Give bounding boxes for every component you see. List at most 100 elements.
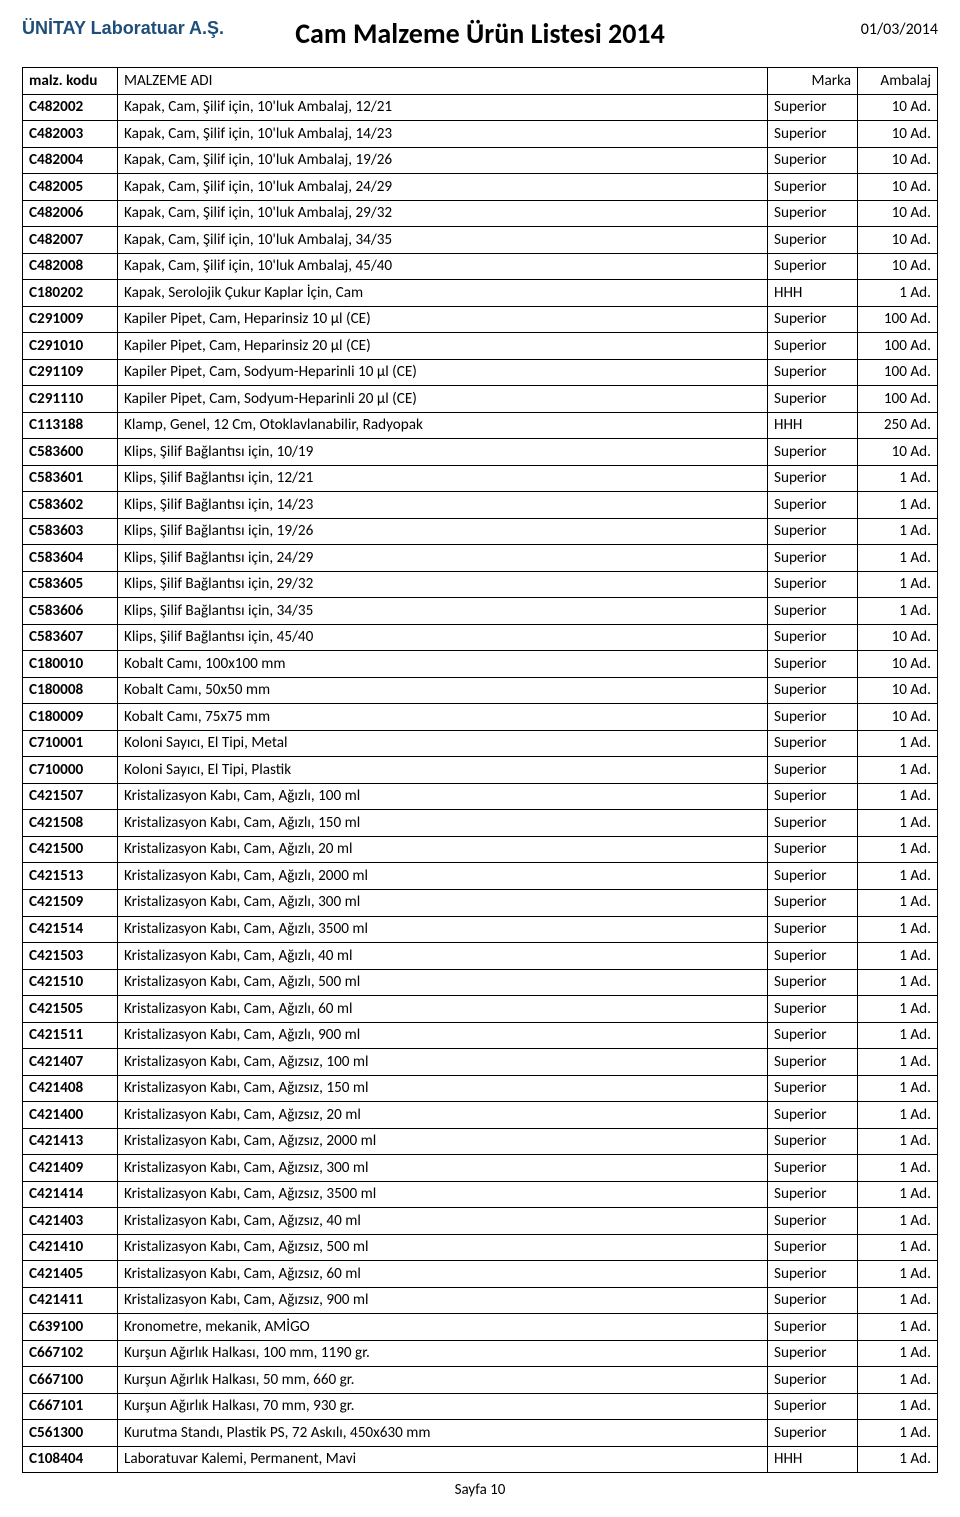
- cell-code: C421414: [23, 1181, 118, 1208]
- cell-name: Klips, Şilif Bağlantısı için, 14/23: [118, 492, 768, 519]
- cell-pack: 1 Ad.: [858, 1420, 938, 1447]
- table-row: C291109Kapiler Pipet, Cam, Sodyum-Hepari…: [23, 359, 938, 386]
- col-header-brand: Marka: [768, 68, 858, 95]
- cell-code: C421400: [23, 1102, 118, 1129]
- cell-name: Kapak, Cam, Şilif için, 10'luk Ambalaj, …: [118, 253, 768, 280]
- table-row: C421514Kristalizasyon Kabı, Cam, Ağızlı,…: [23, 916, 938, 943]
- cell-pack: 10 Ad.: [858, 253, 938, 280]
- table-row: C583601Klips, Şilif Bağlantısı için, 12/…: [23, 465, 938, 492]
- cell-pack: 1 Ad.: [858, 1128, 938, 1155]
- table-row: C180202Kapak, Serolojik Çukur Kaplar İçi…: [23, 280, 938, 307]
- table-row: C421414Kristalizasyon Kabı, Cam, Ağızsız…: [23, 1181, 938, 1208]
- cell-code: C561300: [23, 1420, 118, 1447]
- cell-name: Klips, Şilif Bağlantısı için, 19/26: [118, 518, 768, 545]
- cell-code: C583604: [23, 545, 118, 572]
- cell-brand: Superior: [768, 1261, 858, 1288]
- table-row: C421413Kristalizasyon Kabı, Cam, Ağızsız…: [23, 1128, 938, 1155]
- cell-pack: 1 Ad.: [858, 1287, 938, 1314]
- cell-code: C482002: [23, 94, 118, 121]
- cell-name: Kapiler Pipet, Cam, Sodyum-Heparinli 20 …: [118, 386, 768, 413]
- cell-pack: 1 Ad.: [858, 598, 938, 625]
- cell-pack: 1 Ad.: [858, 1340, 938, 1367]
- cell-pack: 1 Ad.: [858, 492, 938, 519]
- cell-brand: Superior: [768, 227, 858, 254]
- cell-pack: 100 Ad.: [858, 333, 938, 360]
- page-footer: Sayfa 10: [22, 1481, 938, 1499]
- table-row: C482003Kapak, Cam, Şilif için, 10'luk Am…: [23, 121, 938, 148]
- table-row: C421407Kristalizasyon Kabı, Cam, Ağızsız…: [23, 1049, 938, 1076]
- cell-brand: Superior: [768, 1155, 858, 1182]
- cell-name: Kobalt Camı, 75x75 mm: [118, 704, 768, 731]
- cell-name: Klips, Şilif Bağlantısı için, 45/40: [118, 624, 768, 651]
- cell-brand: Superior: [768, 889, 858, 916]
- table-row: C482005Kapak, Cam, Şilif için, 10'luk Am…: [23, 174, 938, 201]
- cell-brand: HHH: [768, 412, 858, 439]
- table-row: C421400Kristalizasyon Kabı, Cam, Ağızsız…: [23, 1102, 938, 1129]
- cell-code: C421505: [23, 996, 118, 1023]
- cell-brand: Superior: [768, 943, 858, 970]
- table-row: C667101Kurşun Ağırlık Halkası, 70 mm, 93…: [23, 1393, 938, 1420]
- cell-pack: 10 Ad.: [858, 121, 938, 148]
- cell-name: Kurutma Standı, Plastik PS, 72 Askılı, 4…: [118, 1420, 768, 1447]
- cell-code: C667100: [23, 1367, 118, 1394]
- cell-pack: 10 Ad.: [858, 147, 938, 174]
- table-row: C421500Kristalizasyon Kabı, Cam, Ağızlı,…: [23, 836, 938, 863]
- table-row: C667100Kurşun Ağırlık Halkası, 50 mm, 66…: [23, 1367, 938, 1394]
- cell-code: C482005: [23, 174, 118, 201]
- cell-name: Kristalizasyon Kabı, Cam, Ağızsız, 500 m…: [118, 1234, 768, 1261]
- cell-name: Kristalizasyon Kabı, Cam, Ağızlı, 20 ml: [118, 836, 768, 863]
- col-header-code: malz. kodu: [23, 68, 118, 95]
- cell-code: C180009: [23, 704, 118, 731]
- cell-brand: Superior: [768, 651, 858, 678]
- cell-pack: 1 Ad.: [858, 1022, 938, 1049]
- cell-name: Kristalizasyon Kabı, Cam, Ağızlı, 40 ml: [118, 943, 768, 970]
- cell-name: Kapak, Cam, Şilif için, 10'luk Ambalaj, …: [118, 227, 768, 254]
- cell-code: C291009: [23, 306, 118, 333]
- cell-brand: Superior: [768, 439, 858, 466]
- cell-name: Kristalizasyon Kabı, Cam, Ağızsız, 3500 …: [118, 1181, 768, 1208]
- cell-pack: 1 Ad.: [858, 810, 938, 837]
- table-row: C421511Kristalizasyon Kabı, Cam, Ağızlı,…: [23, 1022, 938, 1049]
- cell-name: Kapak, Cam, Şilif için, 10'luk Ambalaj, …: [118, 147, 768, 174]
- table-header-row: malz. kodu MALZEME ADI Marka Ambalaj: [23, 68, 938, 95]
- cell-pack: 10 Ad.: [858, 174, 938, 201]
- table-row: C180009Kobalt Camı, 75x75 mmSuperior10 A…: [23, 704, 938, 731]
- cell-name: Klamp, Genel, 12 Cm, Otoklavlanabilir, R…: [118, 412, 768, 439]
- product-table: malz. kodu MALZEME ADI Marka Ambalaj C48…: [22, 67, 938, 1473]
- cell-code: C421510: [23, 969, 118, 996]
- cell-pack: 1 Ad.: [858, 943, 938, 970]
- table-row: C710001Koloni Sayıcı, El Tipi, MetalSupe…: [23, 730, 938, 757]
- cell-brand: Superior: [768, 386, 858, 413]
- cell-pack: 1 Ad.: [858, 1075, 938, 1102]
- cell-code: C180202: [23, 280, 118, 307]
- cell-name: Kapak, Cam, Şilif için, 10'luk Ambalaj, …: [118, 200, 768, 227]
- cell-name: Kristalizasyon Kabı, Cam, Ağızsız, 20 ml: [118, 1102, 768, 1129]
- cell-brand: Superior: [768, 306, 858, 333]
- table-row: C180008Kobalt Camı, 50x50 mmSuperior10 A…: [23, 677, 938, 704]
- cell-brand: Superior: [768, 492, 858, 519]
- cell-name: Kapiler Pipet, Cam, Sodyum-Heparinli 10 …: [118, 359, 768, 386]
- table-row: C421408Kristalizasyon Kabı, Cam, Ağızsız…: [23, 1075, 938, 1102]
- table-row: C291009Kapiler Pipet, Cam, Heparinsiz 10…: [23, 306, 938, 333]
- table-row: C710000Koloni Sayıcı, El Tipi, PlastikSu…: [23, 757, 938, 784]
- cell-name: Kurşun Ağırlık Halkası, 50 mm, 660 gr.: [118, 1367, 768, 1394]
- table-row: C180010Kobalt Camı, 100x100 mmSuperior10…: [23, 651, 938, 678]
- cell-brand: Superior: [768, 810, 858, 837]
- cell-brand: Superior: [768, 1287, 858, 1314]
- cell-name: Kristalizasyon Kabı, Cam, Ağızlı, 100 ml: [118, 783, 768, 810]
- cell-code: C667102: [23, 1340, 118, 1367]
- cell-pack: 1 Ad.: [858, 1367, 938, 1394]
- cell-pack: 1 Ad.: [858, 1314, 938, 1341]
- cell-pack: 1 Ad.: [858, 1234, 938, 1261]
- cell-code: C113188: [23, 412, 118, 439]
- table-row: C667102Kurşun Ağırlık Halkası, 100 mm, 1…: [23, 1340, 938, 1367]
- cell-code: C291110: [23, 386, 118, 413]
- cell-pack: 1 Ad.: [858, 783, 938, 810]
- cell-name: Klips, Şilif Bağlantısı için, 10/19: [118, 439, 768, 466]
- cell-name: Kristalizasyon Kabı, Cam, Ağızlı, 300 ml: [118, 889, 768, 916]
- table-row: C421409Kristalizasyon Kabı, Cam, Ağızsız…: [23, 1155, 938, 1182]
- cell-code: C421407: [23, 1049, 118, 1076]
- cell-brand: Superior: [768, 969, 858, 996]
- cell-code: C421405: [23, 1261, 118, 1288]
- table-row: C482007Kapak, Cam, Şilif için, 10'luk Am…: [23, 227, 938, 254]
